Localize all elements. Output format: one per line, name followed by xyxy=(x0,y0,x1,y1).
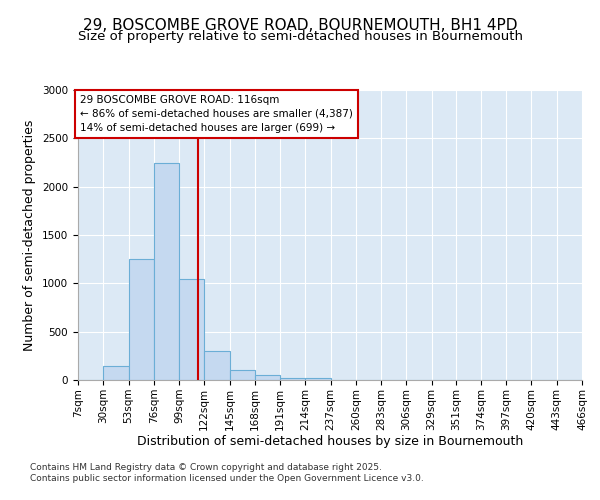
Bar xyxy=(305,378,331,380)
Bar xyxy=(230,370,255,380)
Bar xyxy=(280,378,305,380)
Text: Size of property relative to semi-detached houses in Bournemouth: Size of property relative to semi-detach… xyxy=(77,30,523,43)
Bar xyxy=(179,278,204,380)
X-axis label: Distribution of semi-detached houses by size in Bournemouth: Distribution of semi-detached houses by … xyxy=(137,436,523,448)
Text: 29, BOSCOMBE GROVE ROAD, BOURNEMOUTH, BH1 4PD: 29, BOSCOMBE GROVE ROAD, BOURNEMOUTH, BH… xyxy=(83,18,517,32)
Bar xyxy=(128,259,154,380)
Bar xyxy=(204,351,230,380)
Text: 29 BOSCOMBE GROVE ROAD: 116sqm
← 86% of semi-detached houses are smaller (4,387): 29 BOSCOMBE GROVE ROAD: 116sqm ← 86% of … xyxy=(80,95,353,133)
Bar xyxy=(154,162,179,380)
Text: Contains HM Land Registry data © Crown copyright and database right 2025.: Contains HM Land Registry data © Crown c… xyxy=(30,462,382,471)
Y-axis label: Number of semi-detached properties: Number of semi-detached properties xyxy=(23,120,37,350)
Bar xyxy=(255,375,280,380)
Text: Contains public sector information licensed under the Open Government Licence v3: Contains public sector information licen… xyxy=(30,474,424,483)
Bar xyxy=(103,366,128,380)
